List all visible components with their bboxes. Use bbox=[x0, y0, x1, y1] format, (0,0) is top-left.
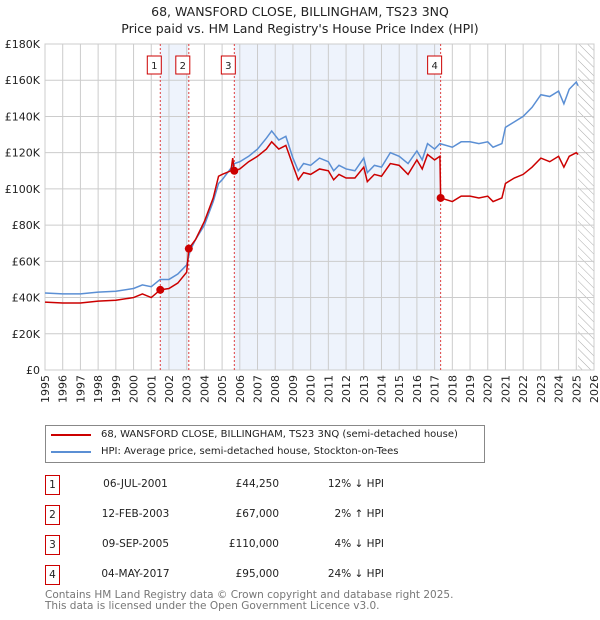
x-tick-label: 2012 bbox=[340, 375, 353, 403]
shaded-range bbox=[160, 44, 189, 370]
sale-badge bbox=[175, 55, 191, 75]
x-tick-label: 2025 bbox=[570, 375, 583, 403]
x-tick-label: 2000 bbox=[128, 375, 141, 403]
sale-badge bbox=[146, 55, 162, 75]
y-tick-label: £120K bbox=[5, 147, 41, 160]
marker-badge: 3 bbox=[45, 535, 60, 555]
footer: Contains HM Land Registry data © Crown c… bbox=[45, 590, 453, 612]
marker-badge: 2 bbox=[45, 505, 60, 525]
plot-frame bbox=[44, 43, 595, 371]
x-tick-label: 2006 bbox=[234, 375, 247, 403]
forecast-hatch bbox=[578, 44, 594, 370]
table-row: 2 12-FEB-2003 £67,000 2% ↑ HPI bbox=[45, 505, 465, 525]
sale-date: 12-FEB-2003 bbox=[101, 508, 170, 520]
y-tick-label: £60K bbox=[12, 255, 41, 268]
y-tick-label: £40K bbox=[12, 292, 41, 305]
x-tick-label: 2016 bbox=[411, 375, 424, 403]
sale-badge bbox=[220, 55, 236, 75]
y-tick-label: £20K bbox=[12, 328, 41, 341]
table-row: 1 06-JUL-2001 £44,250 12% ↓ HPI bbox=[45, 475, 465, 495]
x-tick-label: 2011 bbox=[322, 375, 335, 403]
x-tick-label: 2005 bbox=[216, 375, 229, 403]
licence-text: This data is licensed under the Open Gov… bbox=[45, 600, 380, 612]
sale-price: £95,000 bbox=[235, 568, 279, 580]
x-tick-label: 2020 bbox=[482, 375, 495, 403]
x-tick-label: 2019 bbox=[464, 375, 477, 403]
marker-badge: 4 bbox=[45, 565, 60, 585]
legend-swatch bbox=[51, 433, 91, 436]
sale-badge-label: 2 bbox=[180, 61, 186, 72]
x-tick-label: 2002 bbox=[163, 375, 176, 403]
y-tick-label: £140K bbox=[5, 110, 41, 123]
y-tick-label: £180K bbox=[5, 38, 41, 51]
y-tick-label: £0 bbox=[26, 364, 40, 377]
legend-item-hpi: HPI: Average price, semi-detached house,… bbox=[46, 443, 484, 460]
x-tick-label: 2007 bbox=[252, 375, 265, 403]
sale-point bbox=[156, 285, 165, 294]
sale-date: 06-JUL-2001 bbox=[103, 478, 168, 490]
x-tick-label: 2024 bbox=[553, 375, 566, 403]
legend-swatch bbox=[51, 450, 91, 453]
x-tick-label: 2014 bbox=[375, 375, 388, 403]
x-tick-label: 1998 bbox=[92, 375, 105, 403]
chart-title: 68, WANSFORD CLOSE, BILLINGHAM, TS23 3NQ… bbox=[0, 3, 600, 37]
x-tick-label: 2008 bbox=[269, 375, 282, 403]
sale-point bbox=[230, 166, 239, 175]
x-tick-label: 1995 bbox=[39, 375, 52, 403]
hpi-diff: 24% ↓ HPI bbox=[327, 568, 384, 580]
sale-date: 09-SEP-2005 bbox=[101, 538, 170, 550]
x-tick-label: 2010 bbox=[305, 375, 318, 403]
x-tick-label: 2013 bbox=[358, 375, 371, 403]
x-tick-label: 2022 bbox=[517, 375, 530, 403]
x-tick-label: 2017 bbox=[429, 375, 442, 403]
series-line bbox=[44, 140, 579, 304]
marker-badge: 1 bbox=[45, 475, 60, 495]
table-row: 3 09-SEP-2005 £110,000 4% ↓ HPI bbox=[45, 535, 465, 555]
sale-price: £110,000 bbox=[228, 538, 279, 550]
x-tick-label: 2009 bbox=[287, 375, 300, 403]
sale-badge-label: 1 bbox=[151, 61, 157, 72]
x-tick-label: 2003 bbox=[181, 375, 194, 403]
hpi-diff: 4% ↓ HPI bbox=[334, 538, 384, 550]
sale-price: £44,250 bbox=[235, 478, 279, 490]
sale-price: £67,000 bbox=[235, 508, 279, 520]
copyright-text: Contains HM Land Registry data © Crown c… bbox=[45, 589, 454, 601]
hpi-diff: 12% ↓ HPI bbox=[327, 478, 384, 490]
x-tick-label: 2023 bbox=[535, 375, 548, 403]
x-tick-label: 2001 bbox=[145, 375, 158, 403]
x-tick-label: 1999 bbox=[110, 375, 123, 403]
hpi-diff: 2% ↑ HPI bbox=[334, 508, 384, 520]
legend-label: 68, WANSFORD CLOSE, BILLINGHAM, TS23 3NQ… bbox=[101, 429, 458, 440]
subtitle: Price paid vs. HM Land Registry's House … bbox=[121, 21, 479, 36]
table-row: 4 04-MAY-2017 £95,000 24% ↓ HPI bbox=[45, 565, 465, 585]
legend-item-property: 68, WANSFORD CLOSE, BILLINGHAM, TS23 3NQ… bbox=[46, 426, 484, 443]
x-tick-label: 2018 bbox=[446, 375, 459, 403]
sale-date: 04-MAY-2017 bbox=[101, 568, 170, 580]
sale-point bbox=[436, 193, 445, 202]
title: 68, WANSFORD CLOSE, BILLINGHAM, TS23 3NQ bbox=[151, 4, 449, 19]
x-tick-label: 1996 bbox=[57, 375, 70, 403]
sale-point bbox=[184, 244, 193, 253]
x-tick-label: 2021 bbox=[499, 375, 512, 403]
series-line bbox=[44, 80, 579, 295]
sale-badge bbox=[427, 55, 443, 75]
sale-badge-label: 3 bbox=[225, 61, 231, 72]
y-tick-label: £160K bbox=[5, 74, 41, 87]
y-tick-label: £80K bbox=[12, 219, 41, 232]
legend: 68, WANSFORD CLOSE, BILLINGHAM, TS23 3NQ… bbox=[45, 425, 485, 463]
shaded-range bbox=[234, 44, 441, 370]
sale-badge-label: 4 bbox=[431, 61, 437, 72]
x-tick-label: 2026 bbox=[588, 375, 600, 403]
legend-label: HPI: Average price, semi-detached house,… bbox=[101, 446, 399, 457]
x-tick-label: 1997 bbox=[74, 375, 87, 403]
chart: 1995 1996 1997 1998 1999 2000 2001 2002 2003 2004… bbox=[5, 38, 600, 403]
y-tick-label: £100K bbox=[5, 183, 41, 196]
x-tick-label: 2015 bbox=[393, 375, 406, 403]
x-tick-label: 2004 bbox=[198, 375, 211, 403]
